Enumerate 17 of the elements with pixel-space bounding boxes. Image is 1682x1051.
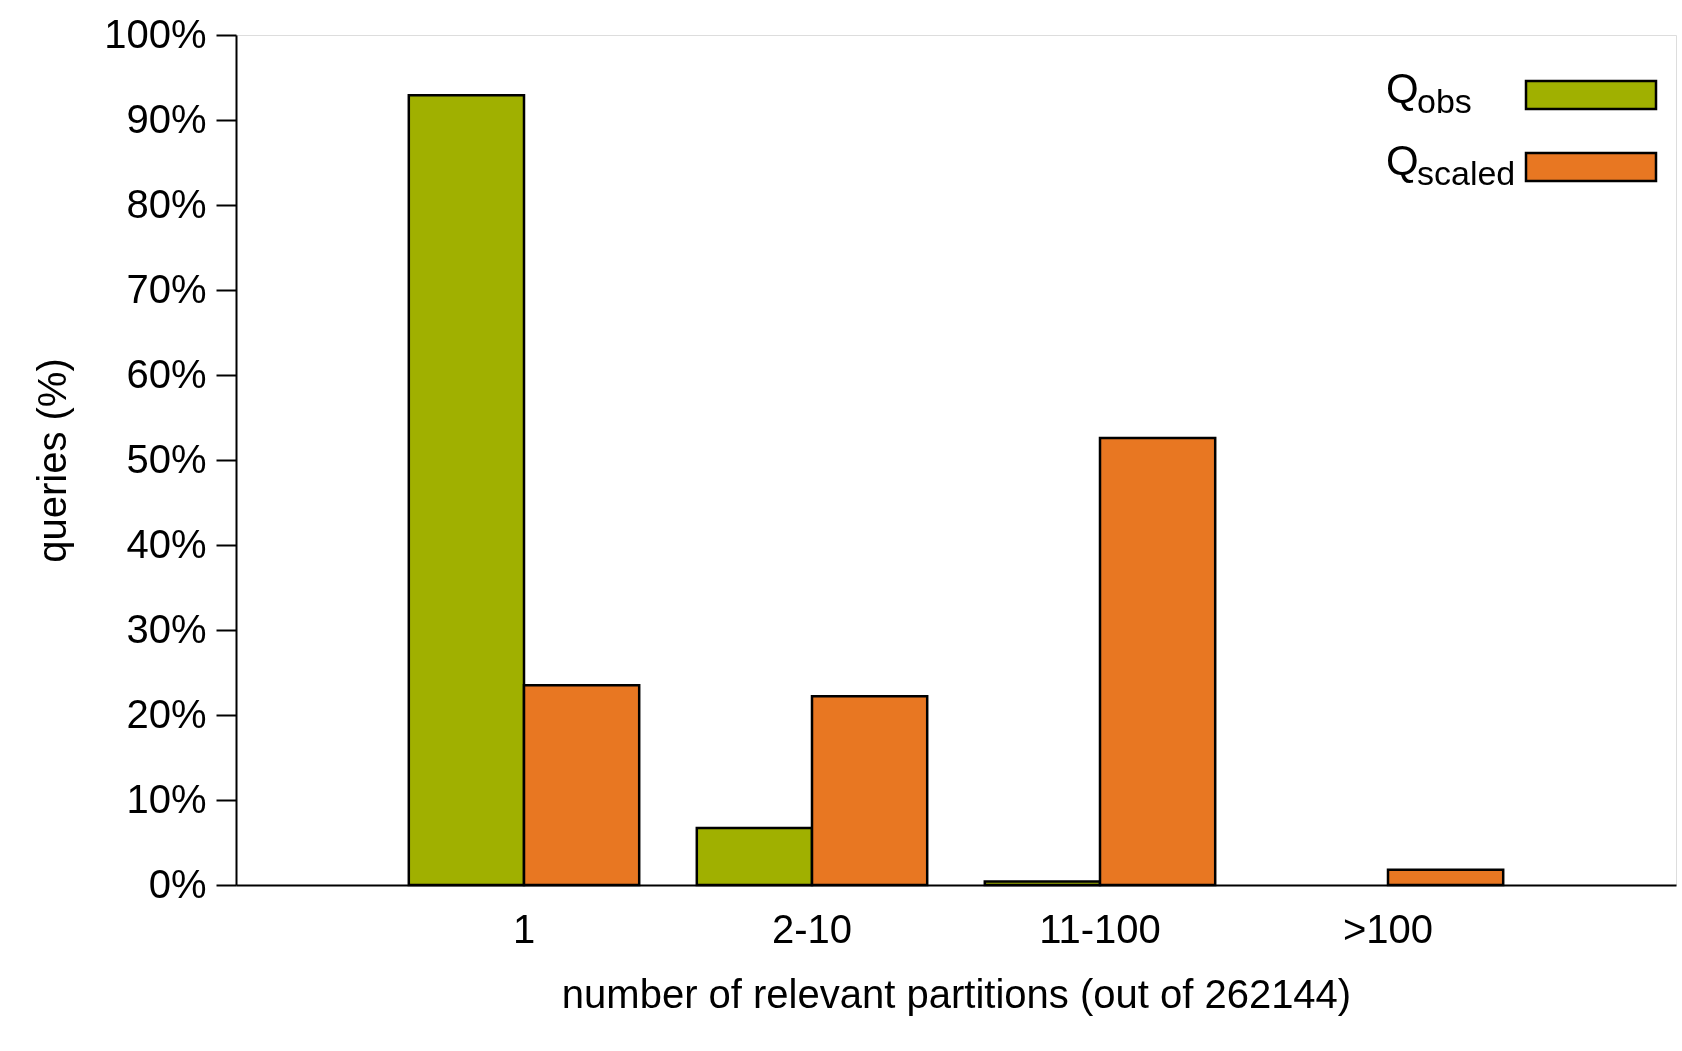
y-tick-label: 70%: [126, 266, 207, 311]
x-tick-label: 11-100: [1039, 906, 1161, 951]
x-axis-title: number of relevant partitions (out of 262144): [561, 971, 1352, 1016]
y-tick-label: 20%: [126, 691, 207, 736]
y-tick-label: 60%: [126, 351, 207, 396]
y-tick-label: 100%: [104, 11, 207, 56]
y-axis-title: queries (%): [30, 358, 75, 563]
x-tick-label: >100: [1342, 906, 1434, 951]
y-tick-label: 30%: [126, 606, 207, 651]
y-tick-label: 90%: [126, 96, 207, 141]
y-tick-label: 50%: [126, 436, 207, 481]
x-tick-label: 1: [512, 906, 536, 951]
y-tick-label: 40%: [126, 521, 207, 566]
y-tick-label: 80%: [126, 181, 207, 226]
y-tick-label: 0%: [148, 861, 207, 906]
x-tick-label: 2-10: [771, 906, 853, 951]
y-tick-label: 10%: [126, 776, 207, 821]
